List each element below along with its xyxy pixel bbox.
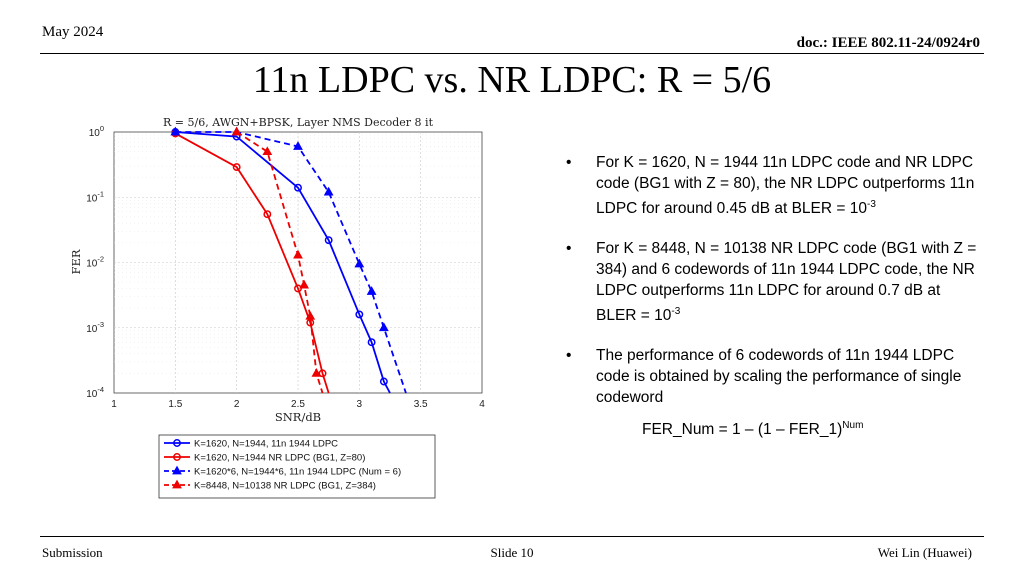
- data-point: [232, 163, 241, 172]
- data-point: [299, 279, 310, 289]
- data-point: [323, 186, 334, 196]
- bullet-text: For K = 1620, N = 1944 11n LDPC code and…: [596, 154, 975, 218]
- series-line: [175, 131, 407, 394]
- bullet-item: • For K = 1620, N = 1944 11n LDPC code a…: [560, 152, 980, 219]
- data-point: [231, 126, 242, 136]
- bullet-text: The performance of 6 codewords of 11n 19…: [596, 347, 962, 407]
- x-tick-label: 3.5: [414, 399, 428, 410]
- data-point: [311, 368, 322, 377]
- footer-divider: [40, 536, 984, 537]
- data-point: [379, 377, 388, 386]
- x-tick-label: 4: [479, 399, 485, 410]
- bullet-exponent: -3: [671, 306, 681, 318]
- chart-legend: K=1620, N=1944, 11n 1944 LDPC K=1620, N=1…: [158, 434, 436, 499]
- y-tick-label: 10-3: [86, 320, 104, 335]
- document-id: doc.: IEEE 802.11-24/0924r0: [796, 35, 980, 51]
- data-point: [355, 310, 364, 319]
- x-tick-label: 2: [234, 399, 240, 410]
- data-point: [293, 141, 303, 150]
- bullet-dot: •: [566, 154, 572, 171]
- y-tick-label: 10-2: [86, 255, 104, 270]
- x-tick-label: 1.5: [168, 399, 182, 410]
- y-tick-label: 10-4: [86, 385, 104, 400]
- data-point: [354, 258, 365, 268]
- data-series: [170, 126, 407, 394]
- axis-ticks: 1 1.5 2 2.5 3 3.5 4 100 10-1 10-2 10-3 10-4: [86, 124, 485, 410]
- bullet-exponent: -3: [867, 199, 876, 210]
- bullet-list: • For K = 1620, N = 1944 11n LDPC code a…: [560, 152, 980, 440]
- formula-exponent: Num: [842, 420, 864, 432]
- formula-body: FER_Num = 1 – (1 – FER_1): [642, 421, 843, 439]
- formula-text: FER_Num = 1 – (1 – FER_1)Num: [560, 415, 980, 440]
- bullet-dot: •: [566, 347, 572, 365]
- bullet-item: • For K = 8448, N = 10138 NR LDPC code (…: [560, 238, 980, 326]
- legend-label: K=1620, N=1944 NR LDPC (BG1, Z=80): [194, 453, 365, 464]
- x-tick-label: 1: [111, 399, 117, 410]
- data-point: [263, 210, 272, 219]
- y-axis-label: FER: [69, 249, 83, 274]
- y-tick-label: 10-1: [86, 189, 104, 204]
- bullet-dot: •: [566, 240, 572, 258]
- data-point: [170, 126, 181, 136]
- x-axis-label: SNR/dB: [275, 410, 321, 424]
- slide-title: 11n LDPC vs. NR LDPC: R = 5/6: [252, 59, 772, 101]
- header-divider: [40, 53, 984, 54]
- footer-slide-number: Slide 10: [490, 545, 534, 560]
- slide-date: May 2024: [42, 24, 104, 40]
- x-tick-label: 2.5: [291, 399, 305, 410]
- legend-label: K=1620, N=1944, 11n 1944 LDPC: [194, 439, 338, 450]
- legend-label: K=1620*6, N=1944*6, 11n 1944 LDPC (Num =…: [194, 467, 401, 478]
- footer-author: Wei Lin (Huawei): [877, 545, 972, 560]
- data-point: [172, 479, 182, 489]
- data-point: [294, 183, 302, 192]
- legend-box: [158, 434, 436, 499]
- fer-chart: R = 5/6, AWGN+BPSK, Layer NMS Decoder 8 …: [69, 116, 485, 499]
- data-point: [262, 146, 273, 156]
- series-line: [175, 131, 391, 394]
- data-point: [367, 338, 376, 347]
- legend-label: K=8448, N=10138 NR LDPC (BG1, Z=384): [194, 481, 376, 492]
- series-line: [174, 132, 330, 394]
- data-point: [305, 310, 316, 320]
- y-tick-label: 100: [89, 124, 104, 139]
- data-point: [378, 322, 389, 332]
- footer-submission: Submission: [42, 545, 103, 560]
- x-tick-label: 3: [357, 399, 363, 410]
- bullet-item: • The performance of 6 codewords of 11n …: [560, 345, 980, 408]
- data-point: [172, 465, 182, 475]
- data-point: [366, 286, 377, 295]
- data-point: [173, 453, 181, 461]
- data-point: [173, 439, 181, 447]
- data-point: [324, 236, 333, 245]
- chart-title: R = 5/6, AWGN+BPSK, Layer NMS Decoder 8 …: [163, 116, 434, 129]
- bullet-text: For K = 8448, N = 10138 NR LDPC code (BG…: [596, 240, 977, 325]
- data-point: [293, 249, 303, 259]
